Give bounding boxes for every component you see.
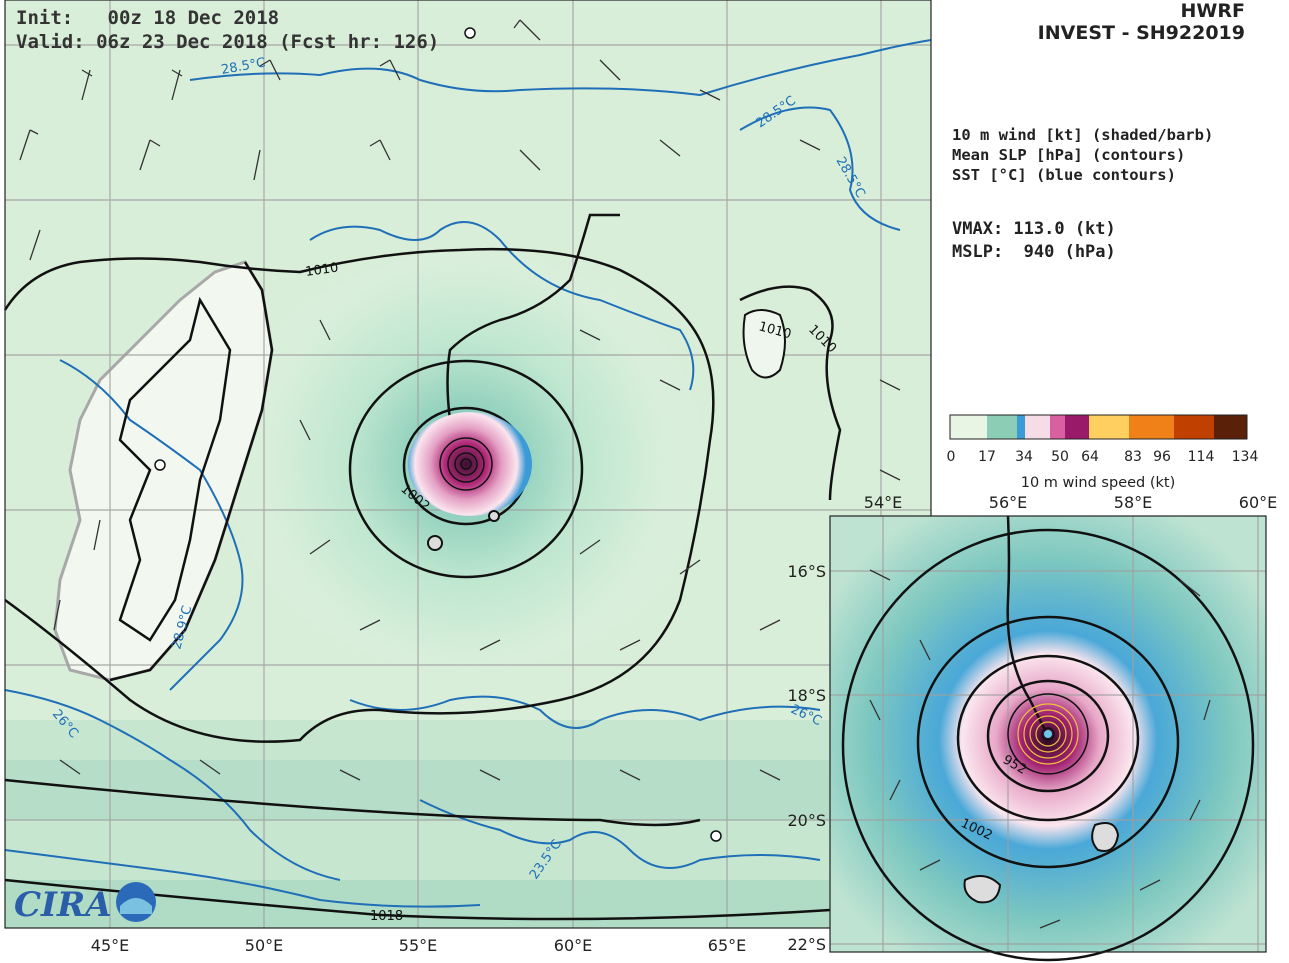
inset-mauritius xyxy=(1091,822,1120,852)
cbar-tick-17: 17 xyxy=(978,449,996,465)
cbar-tick-34: 34 xyxy=(1015,449,1033,465)
model-name: HWRF xyxy=(1180,0,1245,22)
legend-slp: Mean SLP [hPa] (contours) xyxy=(952,146,1186,164)
sst-contours xyxy=(4,39,932,908)
inset-lat-label-16: 16°S xyxy=(787,562,826,581)
inset-frame xyxy=(829,515,1267,953)
inset-wind-barbs xyxy=(869,569,1211,929)
inset-slp-contours xyxy=(841,515,1255,962)
inset-lon-label-54: 54°E xyxy=(864,493,902,512)
cbar-tick-83: 83 xyxy=(1124,449,1142,465)
lon-label-60: 60°E xyxy=(554,936,592,955)
cbar-tick-0: 0 xyxy=(946,449,956,465)
small-island xyxy=(710,830,722,842)
colorbar xyxy=(949,414,1248,440)
storm-core xyxy=(408,412,532,516)
cbar-tick-134: 134 xyxy=(1231,449,1259,465)
mslp-value: MSLP: 940 (hPa) xyxy=(952,242,1116,262)
init-time: Init: 00z 18 Dec 2018 xyxy=(16,7,280,29)
wind-barbs xyxy=(19,19,901,781)
colorbar-label: 10 m wind speed (kt) xyxy=(1021,475,1176,491)
vmax-value: VMAX: 113.0 (kt) xyxy=(952,219,1116,239)
cira-logo: CIRA xyxy=(14,882,156,925)
legend-sst: SST [°C] (blue contours) xyxy=(952,166,1176,184)
seychelles-island xyxy=(742,309,786,379)
lon-label-50: 50°E xyxy=(245,936,283,955)
slp-label-1010: 1010 xyxy=(304,261,339,280)
cira-logo-text: CIRA xyxy=(14,885,112,925)
inset-lat-label-18: 18°S xyxy=(787,686,826,705)
legend-wind: 10 m wind [kt] (shaded/barb) xyxy=(952,126,1214,144)
small-island-3 xyxy=(464,27,476,39)
slp-label-1018: 1018 xyxy=(370,909,403,924)
reunion-island xyxy=(427,535,443,551)
lon-label-55: 55°E xyxy=(399,936,437,955)
cbar-tick-96: 96 xyxy=(1153,449,1171,465)
small-island-2 xyxy=(154,459,166,471)
inset-lat-labels: 16°S 18°S 20°S 22°S xyxy=(787,562,826,954)
inset-lon-label-60: 60°E xyxy=(1239,493,1277,512)
inset-lon-label-56: 56°E xyxy=(989,493,1027,512)
madagascar-coast xyxy=(109,261,274,682)
cbar-tick-50: 50 xyxy=(1051,449,1069,465)
inset-map: 1002 952 xyxy=(829,515,1267,962)
inset-lon-labels: 54°E 56°E 58°E 60°E xyxy=(864,493,1277,512)
cbar-tick-64: 64 xyxy=(1081,449,1099,465)
inset-lat-label-22: 22°S xyxy=(787,935,826,954)
lon-label-65: 65°E xyxy=(708,936,746,955)
lon-label-45: 45°E xyxy=(91,936,129,955)
cbar-tick-114: 114 xyxy=(1187,449,1215,465)
main-map-frame xyxy=(4,0,932,929)
mauritius-island xyxy=(488,510,500,522)
inset-lat-label-20: 20°S xyxy=(787,811,826,830)
inset-reunion xyxy=(963,875,1002,904)
storm-id: INVEST - SH922019 xyxy=(1037,22,1245,44)
inset-lon-label-58: 58°E xyxy=(1114,493,1152,512)
main-lon-labels: 45°E 50°E 55°E 60°E 65°E xyxy=(91,936,746,955)
valid-time: Valid: 06z 23 Dec 2018 (Fcst hr: 126) xyxy=(16,31,440,53)
inset-core-rings xyxy=(1017,703,1079,765)
storm-core-contours xyxy=(439,437,493,491)
madagascar-inner-coast xyxy=(118,296,232,642)
